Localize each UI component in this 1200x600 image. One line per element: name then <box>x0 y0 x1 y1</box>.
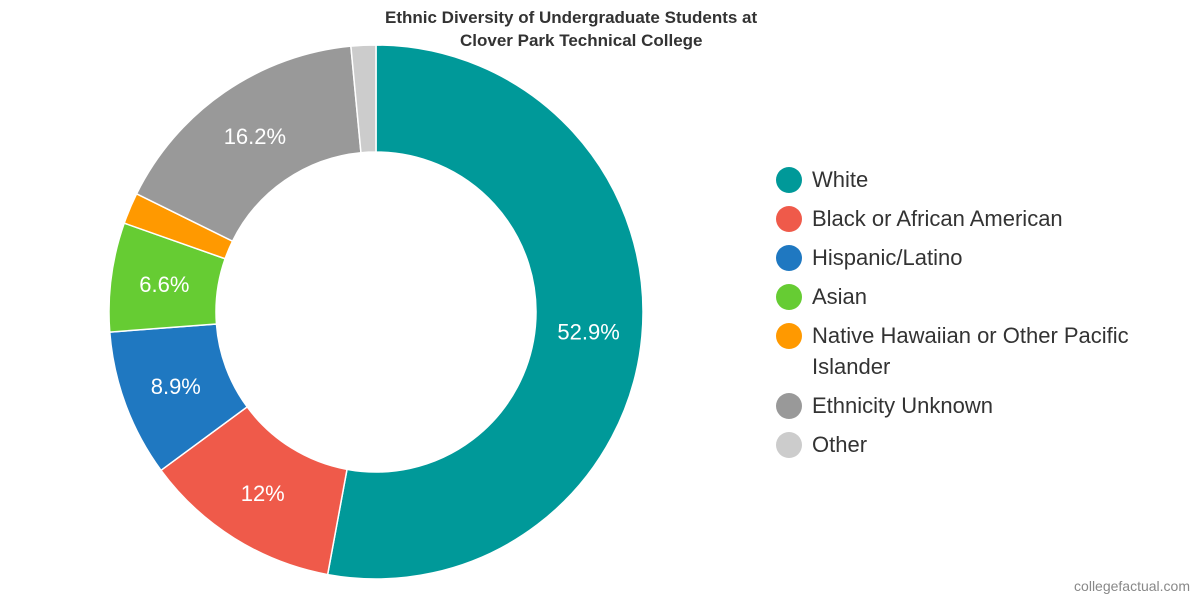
slice-label-hispanic-latino: 8.9% <box>151 374 201 399</box>
source-credit[interactable]: collegefactual.com <box>1074 578 1190 594</box>
legend-swatch-native-hawaiian-or-other-pacific-islander <box>776 323 802 349</box>
chart-title-line-1: Ethnic Diversity of Undergraduate Studen… <box>385 8 758 27</box>
legend-label-asian: Asian <box>812 284 868 309</box>
legend-label-ethnicity-unknown: Ethnicity Unknown <box>812 393 993 418</box>
slice-label-asian: 6.6% <box>139 272 189 297</box>
legend-label-native-hawaiian-or-other-pacific-islander: Native Hawaiian or Other Pacific Islande… <box>812 323 1129 379</box>
legend-item-black-or-african-american[interactable]: Black or African American <box>776 203 1176 234</box>
legend-label-white: White <box>812 167 869 192</box>
legend-label-other: Other <box>812 432 868 457</box>
slice-label-white: 52.9% <box>557 319 619 344</box>
legend-swatch-hispanic-latino <box>776 245 802 271</box>
legend-swatch-white <box>776 167 802 193</box>
slice-other[interactable] <box>350 44 377 154</box>
legend-swatch-asian <box>776 284 802 310</box>
chart-legend: White Black or African American Hispanic… <box>776 164 1176 468</box>
legend-label-black-or-african-american: Black or African American <box>812 206 1063 231</box>
donut-slices <box>108 44 644 580</box>
slice-white[interactable] <box>326 44 644 580</box>
legend-swatch-ethnicity-unknown <box>776 393 802 419</box>
slice-label-ethnicity-unknown: 16.2% <box>224 124 286 149</box>
legend-item-hispanic-latino[interactable]: Hispanic/Latino <box>776 242 1176 273</box>
legend-label-hispanic-latino: Hispanic/Latino <box>812 245 963 270</box>
legend-swatch-other <box>776 432 802 458</box>
legend-item-white[interactable]: White <box>776 164 1176 195</box>
legend-item-ethnicity-unknown[interactable]: Ethnicity Unknown <box>776 390 1176 421</box>
legend-item-other[interactable]: Other <box>776 429 1176 460</box>
legend-item-native-hawaiian-or-other-pacific-islander[interactable]: Native Hawaiian or Other Pacific Islande… <box>776 320 1176 382</box>
chart-title-line-2: Clover Park Technical College <box>460 31 703 50</box>
slice-label-black-or-african-american: 12% <box>241 481 285 506</box>
legend-swatch-black-or-african-american <box>776 206 802 232</box>
donut-slice-labels: 52.9% 12% 8.9% 6.6% 16.2% <box>139 124 620 506</box>
legend-item-asian[interactable]: Asian <box>776 281 1176 312</box>
